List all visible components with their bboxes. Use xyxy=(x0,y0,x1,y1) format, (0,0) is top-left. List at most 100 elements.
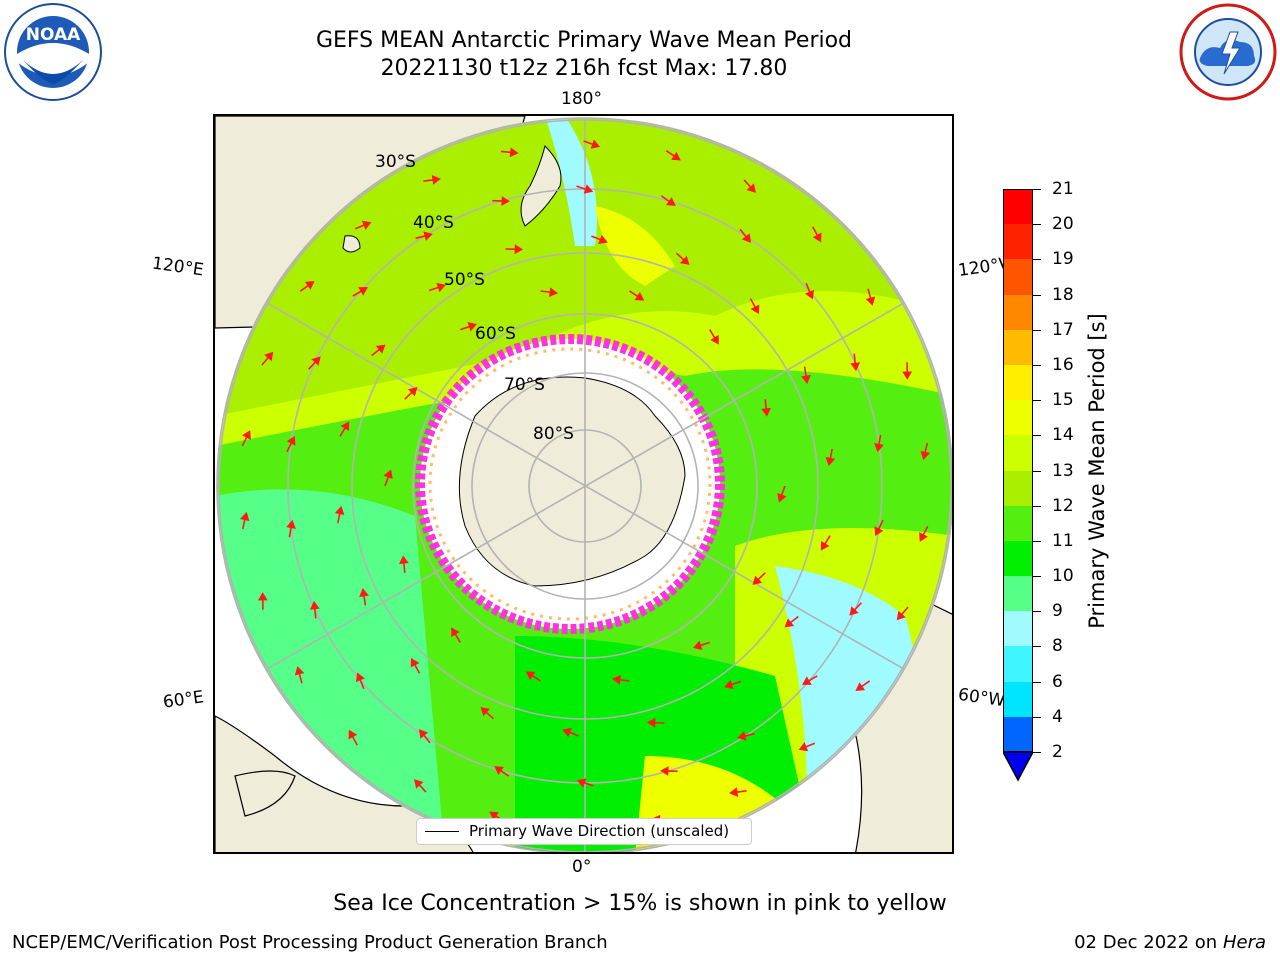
wave-arrow-head xyxy=(431,175,441,185)
wave-arrow-head xyxy=(660,766,669,776)
lon-label-lower-right: 60°W xyxy=(956,684,1007,712)
colorbar-tick xyxy=(1033,611,1041,613)
colorbar-segment xyxy=(1003,400,1033,436)
lat-label-80s: 80°S xyxy=(533,424,574,444)
tasmania-land xyxy=(342,235,361,253)
colorbar-segment xyxy=(1003,329,1033,366)
wave-arrow-head xyxy=(671,151,681,161)
wave-direction-arrows xyxy=(239,139,931,833)
colorbar-tick-label: 4 xyxy=(1052,706,1063,727)
wave-arrow-head xyxy=(311,356,321,366)
wave-arrow-head xyxy=(562,727,572,738)
wave-arrow-head xyxy=(264,351,274,362)
wave-arrow-head xyxy=(746,183,756,193)
lon-label-top: 180° xyxy=(561,89,602,109)
wave-arrow-head xyxy=(304,280,315,290)
legend-line-icon xyxy=(425,831,459,832)
wave-arrow-head xyxy=(802,676,812,685)
lon-label-upper-left: 120°E xyxy=(150,253,205,281)
colorbar-tick-label: 16 xyxy=(1052,354,1074,375)
colorbar-tick xyxy=(1033,224,1041,226)
colorbar-tick xyxy=(1033,681,1041,683)
wave-arrow-head xyxy=(359,588,369,598)
wave-arrow-head xyxy=(294,666,305,676)
colorbar-tick-label: 15 xyxy=(1052,390,1074,411)
madagascar-land xyxy=(234,770,296,817)
colorbar-tick-label: 12 xyxy=(1052,495,1074,516)
colorbar-tick-label: 9 xyxy=(1052,601,1063,622)
wave-arrow-head xyxy=(576,778,587,788)
wave-arrow-head xyxy=(919,532,928,542)
footer-date: 02 Dec 2022 on Hera xyxy=(1074,932,1266,953)
wave-arrow-head xyxy=(646,717,656,728)
wave-arrow-head xyxy=(804,289,815,300)
wave-arrow-head xyxy=(583,184,594,194)
colorbar-segment xyxy=(1003,646,1033,683)
colorbar-tick xyxy=(1033,189,1041,190)
wave-arrow-head xyxy=(750,304,760,315)
wave-arrow-head xyxy=(525,671,536,681)
colorbar-tick-label: 2 xyxy=(1052,742,1063,762)
wave-arrow-head xyxy=(812,232,822,243)
colorbar-tick xyxy=(1033,259,1041,261)
wave-arrow-head xyxy=(414,779,424,789)
noaa-logo-text: NOAA xyxy=(26,25,81,45)
colorbar-tick xyxy=(1033,364,1041,366)
lat-label-60s: 60°S xyxy=(475,324,516,344)
wave-arrow-head xyxy=(309,600,320,610)
colorbar-segment xyxy=(1003,681,1033,718)
wave-arrow-head xyxy=(798,742,809,752)
colorbar-tick xyxy=(1033,329,1041,331)
wave-arrow-head xyxy=(724,679,734,690)
wave-arrow-head xyxy=(451,627,460,638)
wave-arrow-head xyxy=(598,234,608,245)
colorbar-tick xyxy=(1033,576,1041,578)
wave-arrow-head xyxy=(257,592,268,601)
field-zone-g xyxy=(545,118,597,246)
colorbar-segment xyxy=(1003,259,1033,296)
wave-arrow-head xyxy=(361,220,372,230)
wave-arrow-head xyxy=(340,421,350,432)
wave-arrow-head xyxy=(348,729,358,740)
colorbar-title: Primary Wave Mean Period [s] xyxy=(1085,313,1109,629)
footer-machine: Hera xyxy=(1222,932,1266,953)
wave-arrow-head xyxy=(286,519,296,529)
colorbar-tick xyxy=(1033,646,1041,648)
wave-arrow-head xyxy=(820,540,830,551)
wave-arrow-head xyxy=(680,255,690,265)
wave-arrow-head xyxy=(761,407,772,417)
colorbar-tick-label: 10 xyxy=(1052,566,1074,587)
wave-arrow-head xyxy=(777,492,787,503)
wave-arrow-head xyxy=(355,672,366,683)
nws-logo xyxy=(1178,2,1278,102)
wave-arrow-head xyxy=(494,766,504,775)
colorbar-tick-label: 8 xyxy=(1052,636,1063,657)
sea-ice-note: Sea Ice Concentration > 15% is shown in … xyxy=(333,891,947,916)
colorbar-segment xyxy=(1003,189,1033,225)
wave-arrow-head xyxy=(612,675,621,685)
lat-label-40s: 40°S xyxy=(413,213,454,233)
wave-arrow-head xyxy=(874,526,884,537)
wave-arrow-head xyxy=(710,334,719,345)
wave-arrow-head xyxy=(334,505,345,516)
colorbar-segment xyxy=(1003,505,1033,542)
wave-arrow-head xyxy=(902,371,913,380)
lon-label-bottom: 0° xyxy=(572,857,592,877)
colorbar-tick-label: 13 xyxy=(1052,460,1074,481)
lat-label-70s: 70°S xyxy=(504,375,545,395)
legend-label: Primary Wave Direction (unscaled) xyxy=(469,822,730,840)
wave-arrow-head xyxy=(242,430,251,440)
colorbar-tick-label: 19 xyxy=(1052,249,1074,270)
polar-map xyxy=(213,114,954,854)
lon-label-lower-left: 60°E xyxy=(161,687,206,713)
colorbar-extend-triangle xyxy=(1003,752,1033,782)
wave-arrow-head xyxy=(825,456,836,467)
wave-arrow-head xyxy=(729,787,739,797)
wave-arrow-head xyxy=(239,511,250,522)
wave-arrow-head xyxy=(920,450,931,461)
wave-arrow-head xyxy=(407,387,418,397)
colorbar-tick xyxy=(1033,470,1041,472)
lat-label-50s: 50°S xyxy=(444,270,485,290)
wave-arrow-head xyxy=(489,811,499,821)
wave-arrow-head xyxy=(855,682,866,692)
